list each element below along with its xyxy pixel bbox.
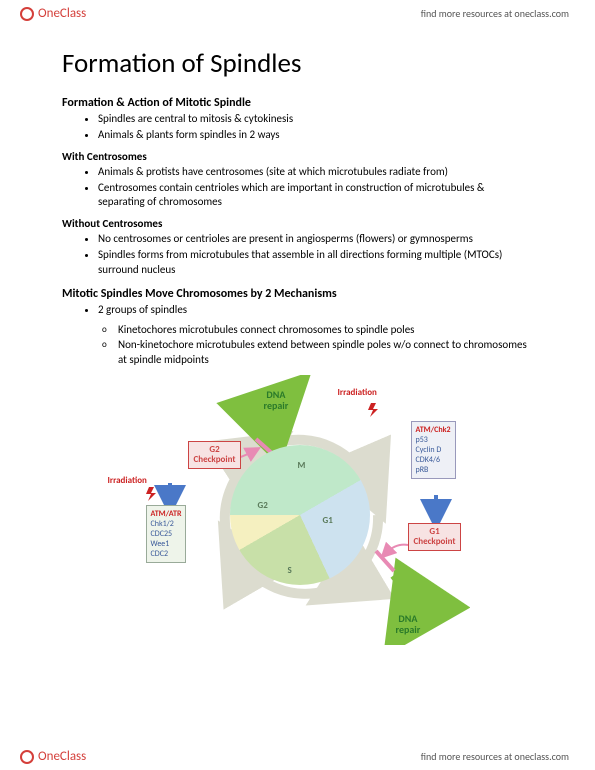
brand-tagline: find more resources at oneclass.com <box>421 750 569 763</box>
bullet-item: 2 groups of spindles <box>98 303 533 319</box>
phase-label-s: S <box>288 565 292 576</box>
subheading-without-centrosomes: Without Centrosomes <box>62 217 533 230</box>
bolt-icon <box>146 487 158 501</box>
sub-bullet-item: Kinetochores microtubules connect chromo… <box>114 323 533 339</box>
protein-line: CDC2 <box>151 549 182 559</box>
phase-label-g2: G2 <box>258 500 268 511</box>
bullet-item: Animals & plants form spindles in 2 ways <box>98 128 533 144</box>
protein-line: Cyclin D <box>416 445 451 455</box>
brand-logo: OneClass <box>20 749 86 764</box>
g2-checkpoint-box: G2 Checkpoint <box>188 441 242 469</box>
protein-line: CDC25 <box>151 529 182 539</box>
brand-logo-text: OneClass <box>38 749 86 764</box>
brand-logo-icon <box>20 7 34 21</box>
subheading-with-centrosomes: With Centrosomes <box>62 150 533 163</box>
irradiation-label-left: Irradiation <box>108 475 147 486</box>
left-protein-box: ATM/ATR Chk1/2 CDC25 Wee1 CDC2 <box>146 505 187 563</box>
brand-logo-text: OneClass <box>38 6 86 21</box>
bullet-list: Spindles are central to mitosis & cytoki… <box>62 112 533 144</box>
page-content: Formation of Spindles Formation & Action… <box>0 23 595 645</box>
dna-repair-label-bottom: DNA repair <box>396 613 421 635</box>
bullet-item: Spindles are central to mitosis & cytoki… <box>98 112 533 128</box>
brand-tagline: find more resources at oneclass.com <box>421 7 569 20</box>
bullet-item: Spindles forms from microtubules that as… <box>98 248 533 279</box>
section-heading-mechanisms: Mitotic Spindles Move Chromosomes by 2 M… <box>62 287 533 301</box>
sub-bullet-item: Non-kinetochore microtubules extend betw… <box>114 338 533 369</box>
footer-brand-bar: OneClass find more resources at oneclass… <box>0 743 595 766</box>
protein-line: Chk1/2 <box>151 519 182 529</box>
dna-repair-label-top: DNA repair <box>264 389 289 411</box>
protein-line: p53 <box>416 435 451 445</box>
bullet-list: Animals & protists have centrosomes (sit… <box>62 165 533 212</box>
sub-bullet-list: Kinetochores microtubules connect chromo… <box>62 323 533 370</box>
bullet-item: Centrosomes contain centrioles which are… <box>98 181 533 212</box>
bullet-list: 2 groups of spindles <box>62 303 533 319</box>
phase-label-g1: G1 <box>323 515 333 526</box>
header-brand-bar: OneClass find more resources at oneclass… <box>0 0 595 23</box>
bullet-item: No centrosomes or centrioles are present… <box>98 232 533 248</box>
bullet-item: Animals & protists have centrosomes (sit… <box>98 165 533 181</box>
protein-line: pRB <box>416 465 451 475</box>
protein-line: CDK4/6 <box>416 455 451 465</box>
protein-line: Wee1 <box>151 539 182 549</box>
section-heading-formation: Formation & Action of Mitotic Spindle <box>62 96 533 110</box>
right-protein-box: ATM/Chk2 p53 Cyclin D CDK4/6 pRB <box>411 421 456 479</box>
page-title: Formation of Spindles <box>62 47 533 80</box>
brand-logo-icon <box>20 750 34 764</box>
phase-label-m: M <box>298 460 306 471</box>
bolt-icon <box>368 403 380 417</box>
bullet-list: No centrosomes or centrioles are present… <box>62 232 533 279</box>
brand-logo: OneClass <box>20 6 86 21</box>
protein-title: ATM/Chk2 <box>416 425 451 435</box>
cell-cycle-diagram: G1 S G2 M DNA repair DNA repair Irradiat… <box>108 375 488 645</box>
g1-checkpoint-box: G1 Checkpoint <box>408 523 462 551</box>
irradiation-label-right: Irradiation <box>338 387 377 398</box>
protein-title: ATM/ATR <box>151 509 182 519</box>
